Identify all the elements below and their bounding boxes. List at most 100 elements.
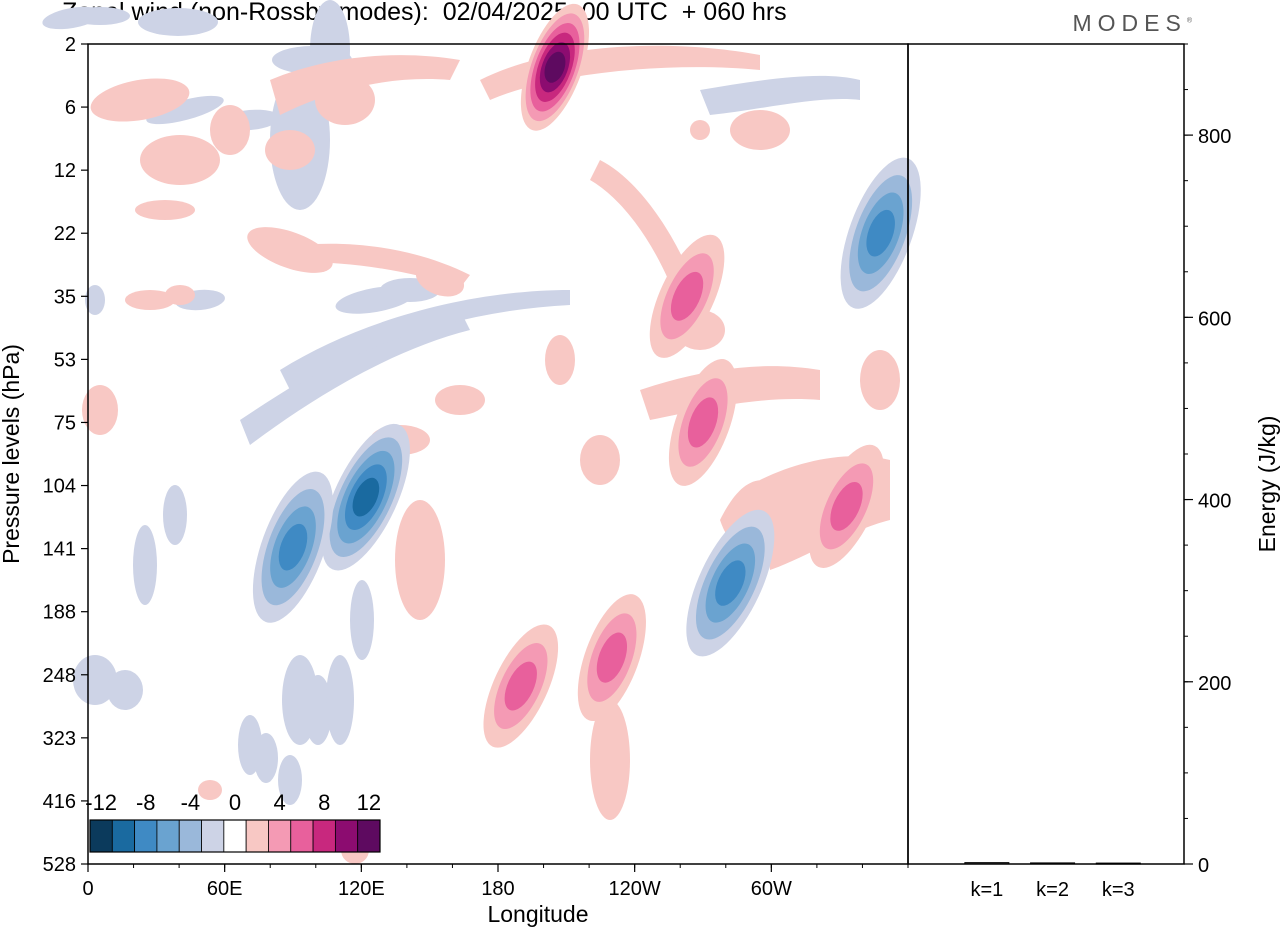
anomaly-blob (254, 733, 278, 783)
energy-category-label: k=1 (970, 879, 1003, 901)
energy-bar (964, 862, 1010, 865)
y-tick-label: 22 (54, 223, 76, 245)
anomaly-blob (146, 95, 224, 125)
feature-negative (840, 157, 921, 309)
anomaly-blob (163, 485, 187, 545)
chart-title: Zonal wind (non-Rossby modes): 02/04/202… (62, 0, 787, 26)
energy-panel: 0 200 400 600 800 Energy (J/kg) k=1 k=2 k=3 (907, 43, 1280, 901)
colorbar: -12 -8 -4 0 4 8 12 (85, 790, 381, 853)
anomaly-blob (690, 120, 710, 140)
contour-level (596, 632, 628, 683)
anomaly-blob (326, 655, 354, 745)
contour-level (278, 523, 308, 571)
x-tick-label: 60E (207, 878, 243, 900)
anomaly-blob (133, 525, 157, 605)
colorbar-label: -8 (136, 790, 156, 815)
colorbar-swatch (290, 819, 314, 853)
energy-category-label: k=3 (1102, 879, 1135, 901)
anomaly-blob (580, 435, 620, 485)
y-axis-label: Pressure levels (hPa) (0, 344, 24, 564)
anomaly-blob (265, 130, 315, 170)
anomaly-blob (82, 385, 118, 435)
anomaly-blob (135, 200, 195, 220)
x-tick-label: 60W (751, 878, 792, 900)
colorbar-label: 12 (357, 790, 381, 815)
contour-level (687, 397, 719, 448)
contour-level (866, 209, 895, 257)
wind-field (42, 0, 921, 864)
anomaly-blob (70, 7, 130, 25)
anomaly-blob (140, 135, 220, 185)
anomaly-blob (85, 285, 105, 315)
feature-positive (649, 234, 725, 358)
anomaly-blob (107, 670, 143, 710)
y-tick-label: 12 (54, 160, 76, 182)
colorbar-swatch (178, 819, 202, 853)
anomaly-blob (730, 110, 790, 150)
anomaly-blob (165, 285, 195, 305)
x-tick-label: 120W (609, 878, 661, 900)
colorbar-swatch (89, 819, 113, 853)
energy-tick-label: 200 (1198, 673, 1231, 695)
anomaly-blob (860, 350, 900, 410)
colorbar-swatch (312, 819, 336, 853)
colorbar-label: -12 (85, 790, 117, 815)
anomaly-band (300, 243, 470, 288)
y-tick-label: 188 (43, 602, 76, 624)
modes-logo: MODES® (1072, 10, 1192, 37)
energy-tick-label: 400 (1198, 491, 1231, 513)
feature-negative (321, 423, 410, 571)
colorbar-swatch (334, 819, 359, 853)
energy-category-label: k=2 (1036, 879, 1069, 901)
anomaly-blob (278, 755, 302, 805)
y-tick-label: 528 (43, 854, 76, 876)
feature-positive (520, 3, 590, 131)
contour-level (504, 661, 537, 711)
anomaly-blob (304, 675, 332, 745)
y-tick-label: 416 (43, 791, 76, 813)
anomaly-blob (435, 385, 485, 415)
heatmap-axes: 0 60E 120E 180 120W 60W Longitude 2 6 12 22 35 53 75 1… (0, 34, 909, 927)
x-tick-label: 180 (481, 878, 514, 900)
contour-level (544, 51, 566, 83)
feature-negative (252, 471, 334, 623)
y-tick-label: 75 (54, 412, 76, 434)
anomaly-band (270, 55, 460, 115)
anomaly-blob (198, 780, 222, 800)
contour-level (352, 477, 380, 517)
colorbar-swatch (134, 819, 158, 853)
y-tick-label: 2 (65, 34, 76, 56)
anomaly-blob (138, 8, 218, 36)
colorbar-swatch (245, 819, 269, 853)
anomaly-blob (125, 290, 175, 310)
colorbar-frame (89, 819, 381, 853)
anomaly-blob (590, 700, 630, 820)
y-tick-label: 323 (43, 728, 76, 750)
y-tick-label: 248 (43, 665, 76, 687)
anomaly-blob (545, 335, 575, 385)
feature-positive (809, 444, 884, 568)
contour-level (715, 560, 746, 606)
colorbar-swatch (201, 819, 225, 853)
y-tick-label: 35 (54, 286, 76, 308)
logo-mark: ® (1186, 17, 1192, 25)
feature-positive (577, 594, 646, 722)
y-tick-label: 53 (54, 349, 76, 371)
anomaly-band (280, 290, 570, 390)
anomaly-band (700, 75, 860, 115)
energy-bar (1030, 862, 1076, 865)
feature-negative (686, 509, 775, 657)
y-tick-label: 6 (65, 97, 76, 119)
colorbar-label: 0 (229, 790, 241, 815)
colorbar-swatch (357, 819, 381, 853)
anomaly-blob (90, 78, 190, 122)
y-tick-label: 104 (43, 476, 76, 498)
colorbar-swatch (268, 819, 292, 853)
colorbar-label: 4 (273, 790, 285, 815)
colorbar-label: 8 (318, 790, 330, 815)
colorbar-swatch (223, 819, 247, 853)
x-tick-label: 0 (82, 878, 93, 900)
energy-axis-label: Energy (J/kg) (1254, 416, 1280, 553)
contour-level (670, 271, 704, 321)
